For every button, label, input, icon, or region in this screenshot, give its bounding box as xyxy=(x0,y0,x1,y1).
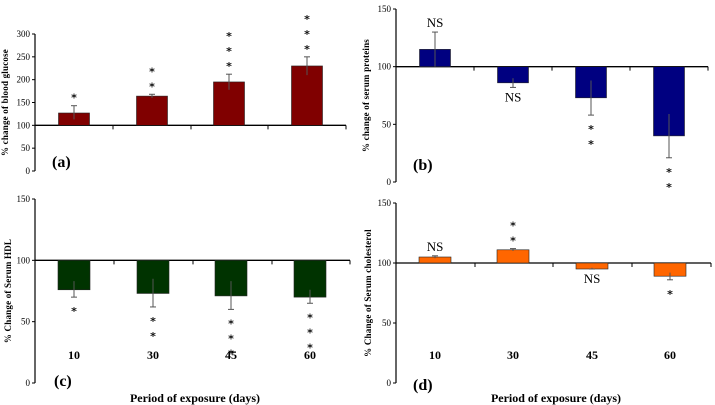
y-tick-label: 0 xyxy=(387,378,392,388)
y-axis-label: % Change of Serum HDL xyxy=(3,239,13,343)
significance-star: * xyxy=(226,60,232,73)
panel-label: (b) xyxy=(413,157,433,174)
significance-star: * xyxy=(510,220,516,233)
significance-star: * xyxy=(149,80,155,93)
y-tick-label: 150 xyxy=(378,198,392,208)
y-tick-label: 100 xyxy=(378,258,392,268)
y-tick-label: 150 xyxy=(17,98,31,108)
significance-label: NS xyxy=(505,89,522,104)
significance-star: * xyxy=(667,288,673,301)
significance-star: * xyxy=(226,45,232,58)
significance-star: * xyxy=(588,138,594,151)
significance-star: * xyxy=(71,305,77,318)
significance-star: * xyxy=(304,43,310,56)
significance-star: * xyxy=(150,315,156,328)
significance-star: * xyxy=(307,311,313,324)
x-tick-label: 45 xyxy=(586,348,598,362)
x-tick-label: 10 xyxy=(429,348,441,362)
y-tick-label: 0 xyxy=(26,166,31,176)
significance-star: * xyxy=(510,235,516,248)
x-tick-label: 60 xyxy=(664,348,676,362)
y-tick-label: 200 xyxy=(17,75,31,85)
x-tick-label: 30 xyxy=(147,348,159,362)
bar xyxy=(291,65,323,126)
panel-b: 0 50 100 150 NS NS * * * * % change of serum prote… xyxy=(361,4,709,194)
y-tick-label: 50 xyxy=(382,119,392,129)
y-tick-label: 100 xyxy=(17,120,31,130)
y-tick-label: 300 xyxy=(17,29,31,39)
y-axis-label: % Change of Serum cholesterol xyxy=(363,229,373,357)
y-tick-label: 50 xyxy=(21,317,31,327)
significance-star: * xyxy=(666,166,672,179)
y-tick-label: 0 xyxy=(387,177,392,187)
x-tick-label: 60 xyxy=(304,348,316,362)
y-axis-label: % change of serum proteins xyxy=(361,39,371,152)
panel-a: 0 50 100 150 200 250 300 * * * * * * * * * % change of b… xyxy=(0,13,347,176)
significance-star: * xyxy=(228,347,234,360)
y-tick-label: 100 xyxy=(17,255,31,265)
y-axis-label: % change of blood glucose xyxy=(0,49,10,156)
significance-label: NS xyxy=(427,15,444,30)
bar xyxy=(496,249,530,264)
significance-star: * xyxy=(307,341,313,354)
x-axis-label: Period of exposure (days) xyxy=(491,391,621,405)
significance-star: * xyxy=(150,330,156,343)
significance-star: * xyxy=(588,123,594,136)
y-tick-label: 150 xyxy=(17,194,31,204)
x-tick-label: 10 xyxy=(68,348,80,362)
x-tick-label: 45 xyxy=(225,348,237,362)
significance-star: * xyxy=(228,332,234,345)
y-tick-label: 50 xyxy=(21,143,31,153)
panel-label: (c) xyxy=(54,373,72,390)
bar xyxy=(136,95,168,126)
significance-star: * xyxy=(228,317,234,330)
y-tick-label: 100 xyxy=(378,62,392,72)
y-tick-label: 150 xyxy=(378,4,392,14)
significance-star: * xyxy=(666,181,672,194)
panel-label: (a) xyxy=(52,154,71,171)
significance-star: * xyxy=(226,30,232,43)
panel-label: (d) xyxy=(413,377,433,394)
significance-star: * xyxy=(304,28,310,41)
significance-star: * xyxy=(307,326,313,339)
significance-star: * xyxy=(71,92,77,105)
significance-label: NS xyxy=(427,239,444,254)
significance-label: NS xyxy=(584,271,601,286)
significance-star: * xyxy=(149,65,155,78)
y-tick-label: 50 xyxy=(382,318,392,328)
y-tick-label: 250 xyxy=(17,52,31,62)
x-tick-label: 30 xyxy=(507,348,519,362)
panel-d: 0 50 100 150 NS 10 * * 30 NS 45 * 60 % Change of Seru… xyxy=(363,198,712,405)
significance-star: * xyxy=(304,13,310,26)
x-axis-label: Period of exposure (days) xyxy=(130,391,260,405)
y-tick-label: 0 xyxy=(26,378,31,388)
